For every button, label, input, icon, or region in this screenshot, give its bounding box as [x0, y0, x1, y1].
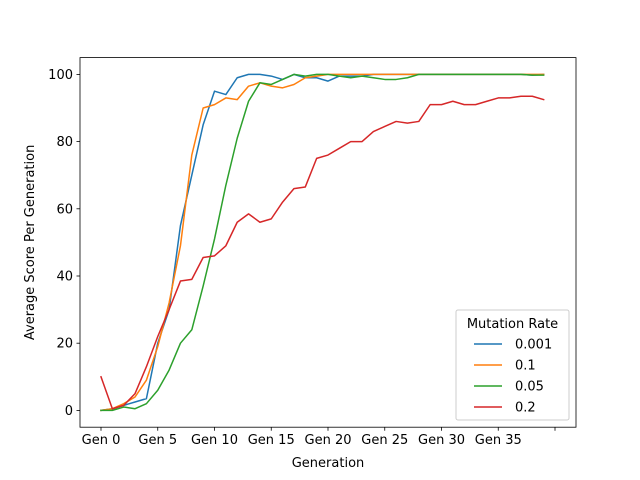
legend-title: Mutation Rate [467, 317, 558, 332]
y-tick-label: 60 [56, 202, 73, 217]
legend-label: 0.2 [515, 401, 536, 416]
y-tick-label: 100 [48, 68, 73, 83]
x-tick-label: Gen 35 [475, 433, 522, 448]
x-axis-title: Generation [292, 456, 365, 471]
x-tick-label: Gen 15 [248, 433, 295, 448]
x-tick-label: Gen 30 [418, 433, 465, 448]
legend-box [455, 309, 570, 421]
legend: Mutation Rate 0.001 0.1 0.05 0.2 [455, 309, 570, 421]
y-axis-title: Average Score Per Generation [23, 145, 38, 340]
x-tick-label: Gen 5 [138, 433, 177, 448]
x-tick-label: Gen 25 [361, 433, 408, 448]
x-tick-label: Gen 0 [82, 433, 121, 448]
legend-entries: 0.001 0.1 0.05 0.2 [474, 338, 552, 416]
legend-label: 0.05 [515, 380, 544, 395]
plot-lines [100, 73, 545, 412]
y-tick-label: 20 [56, 337, 73, 352]
series-line-0-2 [100, 95, 545, 410]
y-axis-ticks: 0 20 40 60 80 100 [48, 68, 80, 419]
x-axis-ticks: Gen 0 Gen 5 Gen 10 Gen 15 Gen 20 Gen 25 Gen 30… [82, 427, 556, 448]
legend-label: 0.001 [515, 338, 552, 353]
legend-label: 0.1 [515, 359, 536, 374]
y-tick-label: 40 [56, 270, 73, 285]
y-tick-label: 80 [56, 135, 73, 150]
x-tick-label: Gen 10 [191, 433, 238, 448]
x-tick-label: Gen 20 [305, 433, 352, 448]
series-line-0-05 [100, 73, 545, 412]
y-tick-label: 0 [65, 404, 73, 419]
